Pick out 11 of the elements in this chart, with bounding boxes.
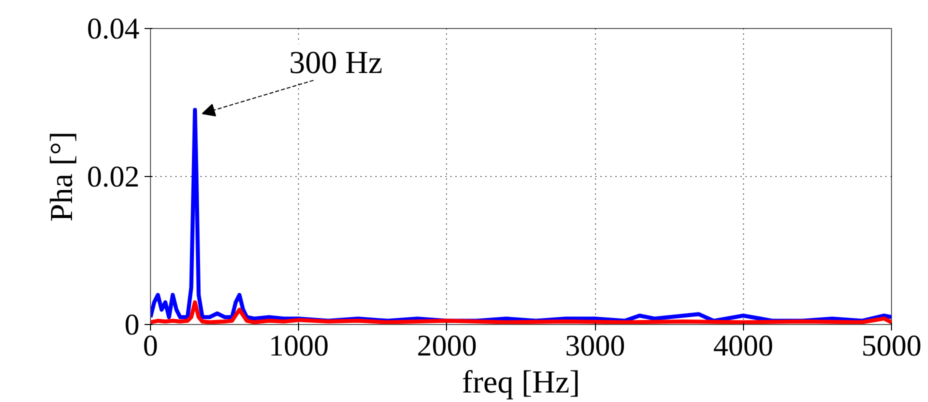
x-tick-label: 2000 <box>416 330 477 362</box>
x-tick-label: 3000 <box>565 330 626 362</box>
y-tick-label: 0.04 <box>87 12 140 46</box>
x-tick-label: 5000 <box>862 330 922 362</box>
x-tick-label: 4000 <box>713 330 774 362</box>
x-axis-title: freq [Hz] <box>462 364 580 400</box>
x-tick-label: 1000 <box>268 330 329 362</box>
y-axis-title: Pha [°] <box>43 131 79 222</box>
y-tick-label: 0.02 <box>87 160 140 194</box>
annotation: 300 Hz <box>289 44 382 80</box>
y-tick-label: 0 <box>124 308 140 342</box>
